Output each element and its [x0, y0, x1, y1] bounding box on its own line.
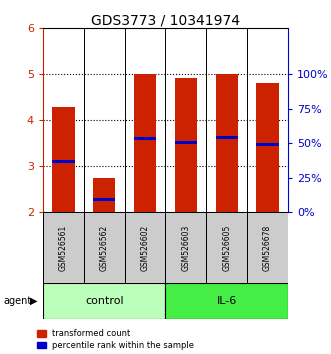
- Text: agent: agent: [3, 296, 31, 306]
- Bar: [43, 283, 166, 319]
- Bar: [256, 143, 279, 146]
- Text: ▶: ▶: [30, 296, 37, 306]
- Bar: [134, 74, 156, 212]
- Text: GSM526605: GSM526605: [222, 224, 231, 271]
- Bar: [93, 178, 116, 212]
- Bar: [43, 212, 84, 283]
- Title: GDS3773 / 10341974: GDS3773 / 10341974: [91, 13, 240, 27]
- Bar: [93, 198, 116, 201]
- Bar: [125, 212, 166, 283]
- Text: GSM526602: GSM526602: [141, 225, 150, 271]
- Bar: [166, 212, 206, 283]
- Bar: [52, 108, 75, 212]
- Text: control: control: [85, 296, 123, 306]
- Text: GSM526603: GSM526603: [181, 224, 190, 271]
- Bar: [215, 136, 238, 139]
- Bar: [134, 137, 156, 141]
- Legend: transformed count, percentile rank within the sample: transformed count, percentile rank withi…: [37, 329, 194, 350]
- Bar: [84, 212, 125, 283]
- Bar: [175, 141, 197, 144]
- Text: GSM526562: GSM526562: [100, 225, 109, 271]
- Bar: [215, 74, 238, 212]
- Text: IL-6: IL-6: [216, 296, 237, 306]
- Bar: [166, 283, 288, 319]
- Text: GSM526561: GSM526561: [59, 225, 68, 271]
- Bar: [175, 78, 197, 212]
- Bar: [52, 160, 75, 164]
- Bar: [247, 212, 288, 283]
- Text: GSM526678: GSM526678: [263, 225, 272, 271]
- Bar: [206, 212, 247, 283]
- Bar: [256, 82, 279, 212]
